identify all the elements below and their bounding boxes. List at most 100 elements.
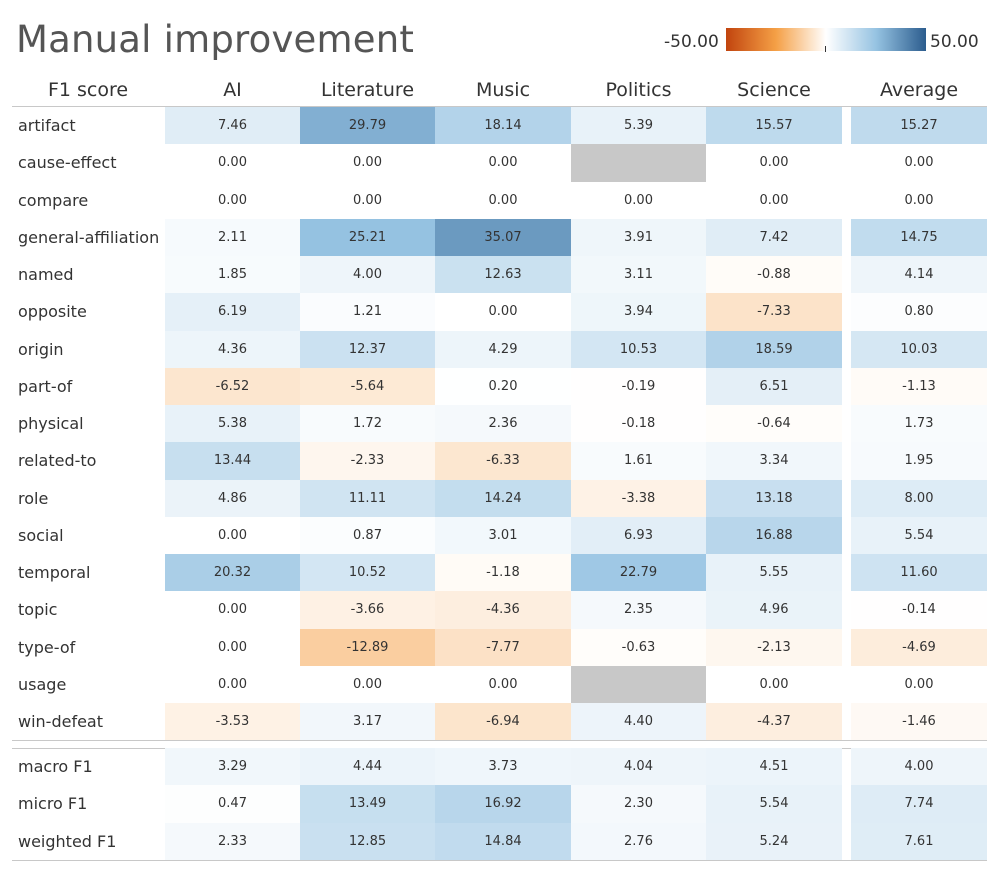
- heatmap-cell: -6.94: [435, 703, 571, 741]
- column-header: Average: [879, 79, 959, 101]
- heatmap-cell: 13.18: [706, 479, 842, 518]
- row-label: micro F1: [18, 794, 88, 814]
- heatmap-cell: -4.37: [706, 703, 842, 741]
- heatmap-cell: 0.00: [300, 181, 435, 220]
- heatmap-cell: -2.33: [300, 442, 435, 481]
- heatmap-cell: 1.73: [851, 405, 987, 443]
- heatmap-cell: 0.00: [851, 181, 987, 220]
- divider-line: [12, 860, 987, 861]
- heatmap-cell: 14.75: [851, 218, 987, 257]
- heatmap-cell: -5.64: [300, 367, 435, 406]
- chart-title: Manual improvement: [16, 18, 415, 61]
- heatmap-cell: 0.00: [851, 665, 987, 704]
- heatmap-cell: -3.53: [165, 703, 300, 741]
- heatmap-cell: 12.85: [300, 822, 435, 861]
- heatmap-cell: 1.61: [571, 442, 706, 481]
- heatmap-cell: 2.11: [165, 218, 300, 257]
- heatmap-cell: 5.55: [706, 554, 842, 592]
- heatmap-cell: 10.53: [571, 330, 706, 369]
- heatmap-cell: 1.95: [851, 442, 987, 481]
- row-label: weighted F1: [18, 831, 117, 851]
- heatmap-cell: 0.00: [165, 181, 300, 220]
- heatmap-cell: 18.59: [706, 330, 842, 369]
- heatmap-cell: 0.00: [851, 144, 987, 183]
- legend-min-label: -50.00: [664, 32, 719, 52]
- column-header: AI: [223, 79, 242, 101]
- heatmap-cell: 16.92: [435, 785, 571, 824]
- heatmap-cell: -1.46: [851, 703, 987, 741]
- heatmap-cell: 5.24: [706, 822, 842, 861]
- column-header: Politics: [605, 79, 672, 101]
- heatmap-cell: 0.00: [435, 181, 571, 220]
- heatmap-cell: 3.91: [571, 218, 706, 257]
- heatmap-cell: -4.36: [435, 591, 571, 630]
- heatmap-cell: 0.00: [571, 181, 706, 220]
- heatmap-cell: 0.80: [851, 293, 987, 332]
- row-label: named: [18, 265, 74, 284]
- heatmap-cell: 3.94: [571, 293, 706, 332]
- heatmap-cell: 4.36: [165, 330, 300, 369]
- column-header: Literature: [320, 79, 415, 101]
- heatmap-cell: 2.36: [435, 405, 571, 443]
- heatmap-cell: 0.00: [165, 591, 300, 630]
- heatmap-cell: 1.21: [300, 293, 435, 332]
- heatmap-cell: [571, 665, 706, 704]
- heatmap-cell: 29.79: [300, 107, 435, 145]
- row-label: opposite: [18, 302, 87, 322]
- heatmap-cell: 0.00: [435, 293, 571, 332]
- column-header: Music: [475, 79, 531, 101]
- row-label: general-affiliation: [18, 227, 160, 247]
- heatmap-cell: 10.03: [851, 330, 987, 369]
- heatmap-cell: 11.60: [851, 554, 987, 592]
- heatmap-cell: 3.34: [706, 442, 842, 481]
- heatmap-cell: 0.87: [300, 516, 435, 555]
- heatmap-cell: -3.66: [300, 591, 435, 630]
- heatmap-cell: 5.38: [165, 405, 300, 443]
- heatmap-cell: 13.44: [165, 442, 300, 481]
- heatmap-cell: 5.39: [571, 107, 706, 145]
- heatmap-cell: 11.11: [300, 479, 435, 518]
- heatmap-cell: 4.00: [300, 256, 435, 294]
- heatmap-cell: 15.27: [851, 107, 987, 145]
- row-label: win-defeat: [18, 712, 103, 731]
- heatmap-cell: 7.46: [165, 107, 300, 145]
- heatmap-cell: 4.44: [300, 748, 435, 786]
- heatmap-cell: 0.00: [165, 628, 300, 667]
- heatmap-cell: 7.74: [851, 785, 987, 824]
- heatmap-cell: 1.85: [165, 256, 300, 294]
- heatmap-cell: -0.14: [851, 591, 987, 630]
- heatmap-cell: 0.00: [300, 665, 435, 704]
- heatmap-cell: 13.49: [300, 785, 435, 824]
- heatmap-cell: 4.04: [571, 748, 706, 786]
- heatmap-cell: -7.77: [435, 628, 571, 667]
- heatmap-cell: 6.51: [706, 367, 842, 406]
- heatmap-cell: 25.21: [300, 218, 435, 257]
- row-label: type-of: [18, 637, 76, 657]
- heatmap-cell: 0.00: [706, 665, 842, 704]
- heatmap-cell: 4.14: [851, 256, 987, 294]
- row-label: part-of: [18, 376, 73, 396]
- row-label: origin: [18, 339, 64, 359]
- row-label: related-to: [18, 451, 97, 471]
- heatmap-cell: -1.18: [435, 554, 571, 592]
- heatmap-cell: 22.79: [571, 554, 706, 592]
- row-label: social: [18, 525, 64, 545]
- heatmap-cell: [571, 144, 706, 183]
- heatmap-cell: 14.24: [435, 479, 571, 518]
- heatmap-cell: -12.89: [300, 628, 435, 667]
- heatmap-cell: 0.00: [706, 144, 842, 183]
- heatmap-cell: 5.54: [851, 516, 987, 555]
- heatmap-cell: -0.88: [706, 256, 842, 294]
- heatmap-cell: 4.29: [435, 330, 571, 369]
- heatmap-cell: 35.07: [435, 218, 571, 257]
- heatmap-cell: 14.84: [435, 822, 571, 861]
- heatmap-cell: -0.19: [571, 367, 706, 406]
- row-label: macro F1: [18, 757, 93, 776]
- heatmap-cell: 1.72: [300, 405, 435, 443]
- heatmap-cell: 0.00: [435, 144, 571, 183]
- divider-line: [12, 740, 987, 741]
- heatmap-cell: 0.00: [706, 181, 842, 220]
- heatmap-cell: 2.76: [571, 822, 706, 861]
- heatmap-cell: 2.30: [571, 785, 706, 824]
- heatmap-cell: 20.32: [165, 554, 300, 592]
